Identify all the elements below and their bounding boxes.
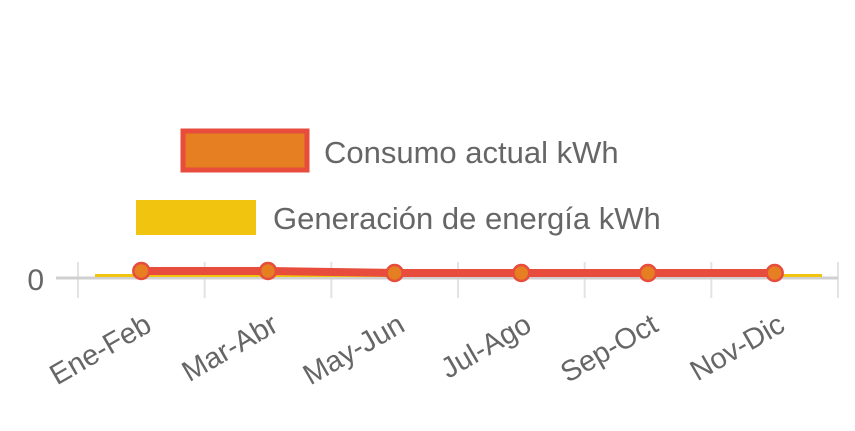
y-tick-label: 0 bbox=[27, 264, 44, 297]
legend-swatch-consumo[interactable] bbox=[180, 128, 310, 173]
consumption-line-path bbox=[141, 267, 775, 277]
consumption-line bbox=[132, 261, 784, 283]
x-tick-labels: Ene-Feb Mar-Abr May-Jun Jul-Ago Sep-Oct Nov-D… bbox=[45, 308, 791, 391]
x-tick-label: Ene-Feb bbox=[45, 308, 157, 391]
x-tick-label: Nov-Dic bbox=[685, 308, 790, 387]
consumption-point bbox=[512, 263, 531, 283]
legend-swatch-generacion[interactable] bbox=[136, 200, 256, 235]
x-tick-label: Sep-Oct bbox=[555, 308, 663, 389]
consumption-point bbox=[765, 263, 784, 283]
consumption-point bbox=[132, 261, 151, 281]
consumption-point bbox=[385, 263, 404, 283]
x-tick-label: May-Jun bbox=[298, 308, 410, 391]
legend-label-generacion[interactable]: Generación de energía kWh bbox=[273, 201, 661, 236]
legend: Consumo actual kWh Generación de energía… bbox=[136, 128, 661, 236]
consumption-point bbox=[638, 263, 658, 283]
generation-bar bbox=[95, 274, 205, 277]
x-tick-label: Jul-Ago bbox=[436, 308, 537, 385]
x-tick-label: Mar-Abr bbox=[177, 308, 284, 388]
consumption-point bbox=[258, 261, 278, 281]
legend-label-consumo[interactable]: Consumo actual kWh bbox=[324, 135, 619, 170]
